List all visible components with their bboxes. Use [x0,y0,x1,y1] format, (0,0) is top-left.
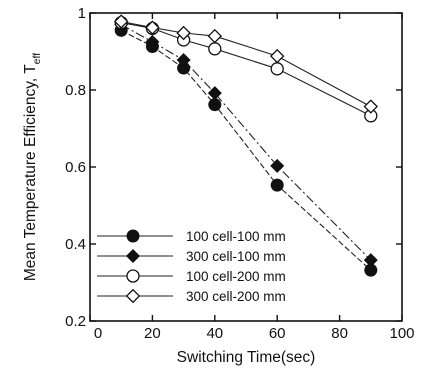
data-point [176,52,191,67]
data-point [269,48,285,64]
data-point [145,34,160,49]
data-point [145,20,160,35]
data-point [207,86,222,101]
legend-label: 100 cell-200 mm [186,269,286,284]
data-point [113,14,129,29]
x-tick-label: 20 [144,325,161,342]
data-point [208,98,222,112]
legend: 100 cell-100 mm 300 cell-100 mm 100 cell-2… [97,229,286,304]
y-tick-label: 1 [78,5,86,22]
data-point [208,42,222,56]
data-point [176,25,191,41]
legend-marker [125,288,141,304]
data-point [207,28,223,44]
legend-label: 100 cell-100 mm [186,229,286,244]
series-markers [113,14,379,277]
data-point [363,99,379,114]
x-axis-title: Switching Time(sec) [177,349,316,366]
legend-label: 300 cell-200 mm [186,289,286,304]
data-point [270,62,284,76]
data-point [270,158,285,173]
x-tick-label: 60 [269,325,286,342]
legend-marker [125,248,141,264]
y-axis-title: Mean Temperature Efficiency, Teff [22,53,43,281]
x-tick-label: 40 [206,325,223,342]
data-point [270,178,284,192]
y-tick-label: 0.2 [65,313,86,330]
legend-marker [126,269,140,283]
y-tick-label: 0.4 [65,236,86,253]
y-axis-title-subscript: eff [31,53,43,65]
x-tick-label: 80 [331,325,348,342]
series-line [121,20,372,108]
legend-label: 300 cell-100 mm [186,249,286,264]
series-line [121,22,372,117]
x-tick-label: 0 [94,325,102,342]
series-line [120,24,372,261]
data-point [363,253,378,268]
y-axis-title-main: Mean Temperature Efficiency, T [22,64,39,281]
x-tick-label: 100 [389,325,414,342]
y-tick-label: 0.6 [65,159,86,176]
y-tick-label: 0.8 [65,82,86,99]
axis-ticks: 0 20 40 60 80 100 0.2 0.4 0.6 0.8 1 [65,5,414,342]
legend-marker [126,229,140,243]
